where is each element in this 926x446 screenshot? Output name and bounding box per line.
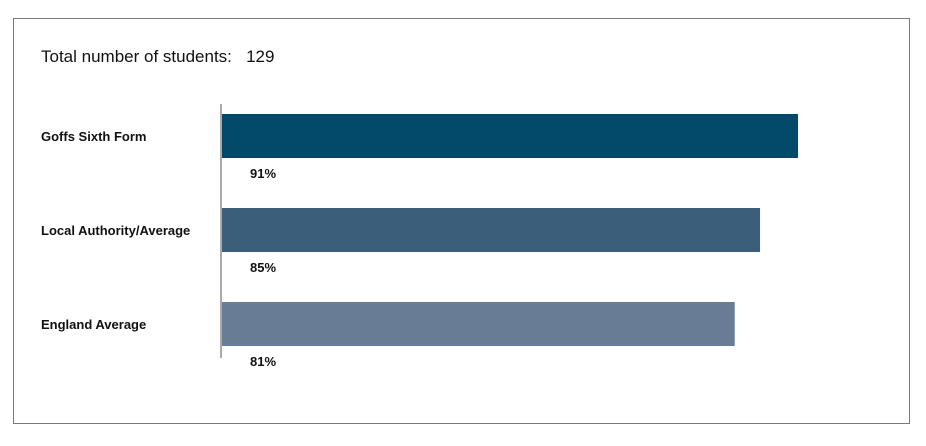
category-label-1: Local Authority/Average [41,223,190,238]
value-label-0: 91% [250,166,276,181]
category-label-0: Goffs Sixth Form [41,129,146,144]
total-students-value: 129 [246,47,275,66]
bar-1 [222,208,761,252]
bar-2 [222,302,735,346]
bar-0 [222,114,799,158]
total-students-label: Total number of students: [41,47,232,66]
chart-title: Total number of students: 129 [41,47,274,67]
value-label-2: 81% [250,354,276,369]
category-label-2: England Average [41,317,146,332]
value-label-1: 85% [250,260,276,275]
